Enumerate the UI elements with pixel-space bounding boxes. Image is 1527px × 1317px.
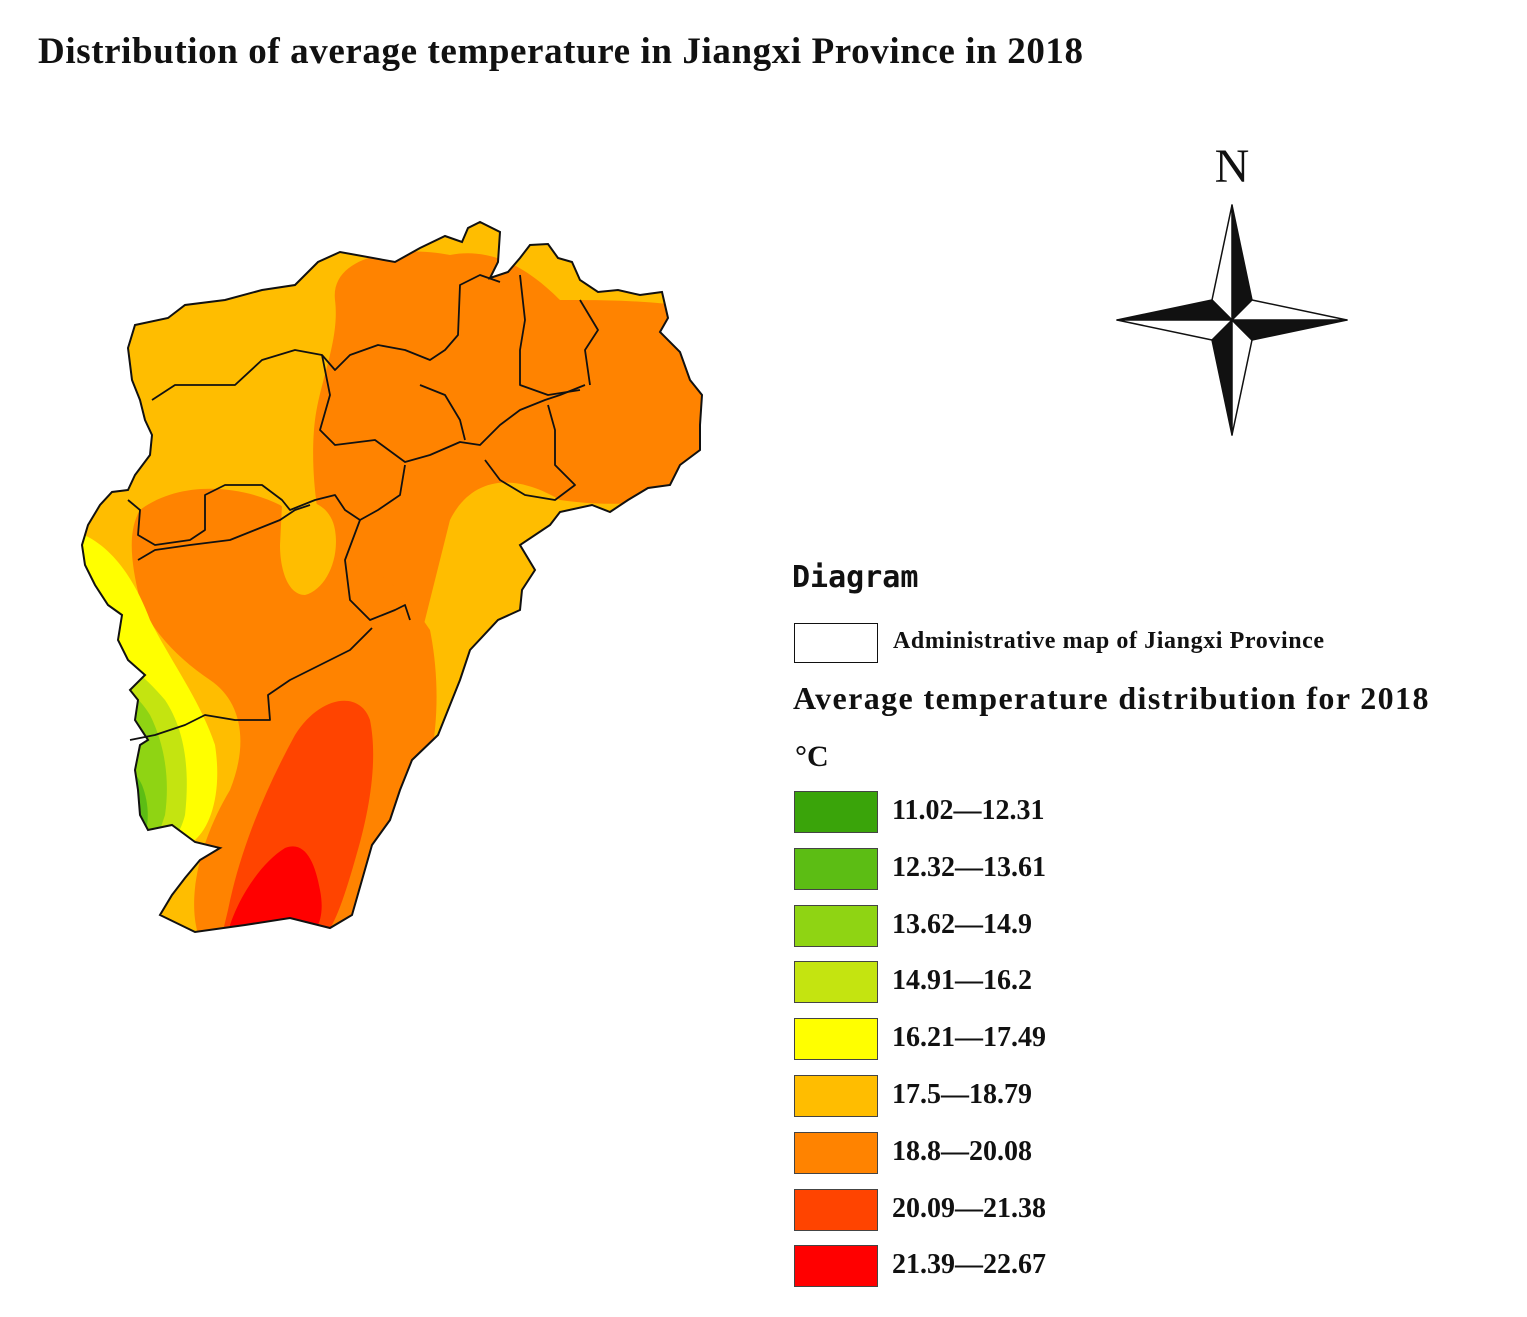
temperature-zone [313, 251, 702, 640]
legend-swatch [794, 1131, 878, 1174]
legend-range-label: 18.8—20.08 [892, 1135, 1032, 1167]
legend-range-label: 12.32—13.61 [892, 851, 1046, 883]
boundary-southwest [129, 627, 373, 741]
boundary-north-east [419, 384, 466, 441]
boundary-central-west [127, 464, 406, 546]
distribution-title: Average temperature distribution for 201… [793, 680, 1430, 716]
boundary-east-north [579, 299, 599, 386]
admin-boundaries [127, 274, 599, 741]
legend-swatch [794, 791, 878, 833]
legend-range-label: 21.39—22.67 [892, 1249, 1046, 1281]
admin-map-label: Administrative map of Jiangxi Province [893, 628, 1325, 654]
boundary-central [137, 504, 311, 561]
province-outline [80, 220, 704, 934]
legend-swatch [794, 847, 878, 890]
legend-swatch [794, 1188, 878, 1231]
legend-swatch [794, 1018, 878, 1061]
boundary-north-mid [319, 354, 586, 463]
legend-range-label: 13.62—14.9 [892, 908, 1032, 940]
north-arrow: N [1116, 140, 1348, 436]
temperature-zone [280, 500, 336, 595]
legend-range-label: 17.5—18.79 [892, 1078, 1032, 1110]
legend-swatch [794, 904, 878, 947]
boundary-mid-south [344, 519, 411, 621]
boundary-north-spur [519, 274, 581, 396]
legend-range-label: 11.02—12.31 [892, 795, 1045, 826]
admin-map-swatch [794, 623, 878, 663]
unit-label: °C [795, 740, 829, 773]
boundary-north-west [151, 274, 501, 401]
temperature-zone [82, 740, 148, 860]
legend-swatch [794, 1074, 878, 1117]
legend-swatch [794, 1245, 878, 1288]
boundary-east [484, 404, 576, 501]
legend-range-label: 14.91—16.2 [892, 965, 1032, 997]
legend-swatch [794, 961, 878, 1004]
temperature-zone [230, 846, 322, 932]
map-title: Distribution of average temperature in J… [38, 31, 1084, 72]
legend-heading: Diagram [792, 560, 919, 595]
legend-range-label: 20.09—21.38 [892, 1192, 1046, 1224]
temperature-surface [82, 222, 702, 932]
legend-range-label: 16.21—17.49 [892, 1022, 1046, 1054]
north-label: N [1215, 140, 1250, 193]
